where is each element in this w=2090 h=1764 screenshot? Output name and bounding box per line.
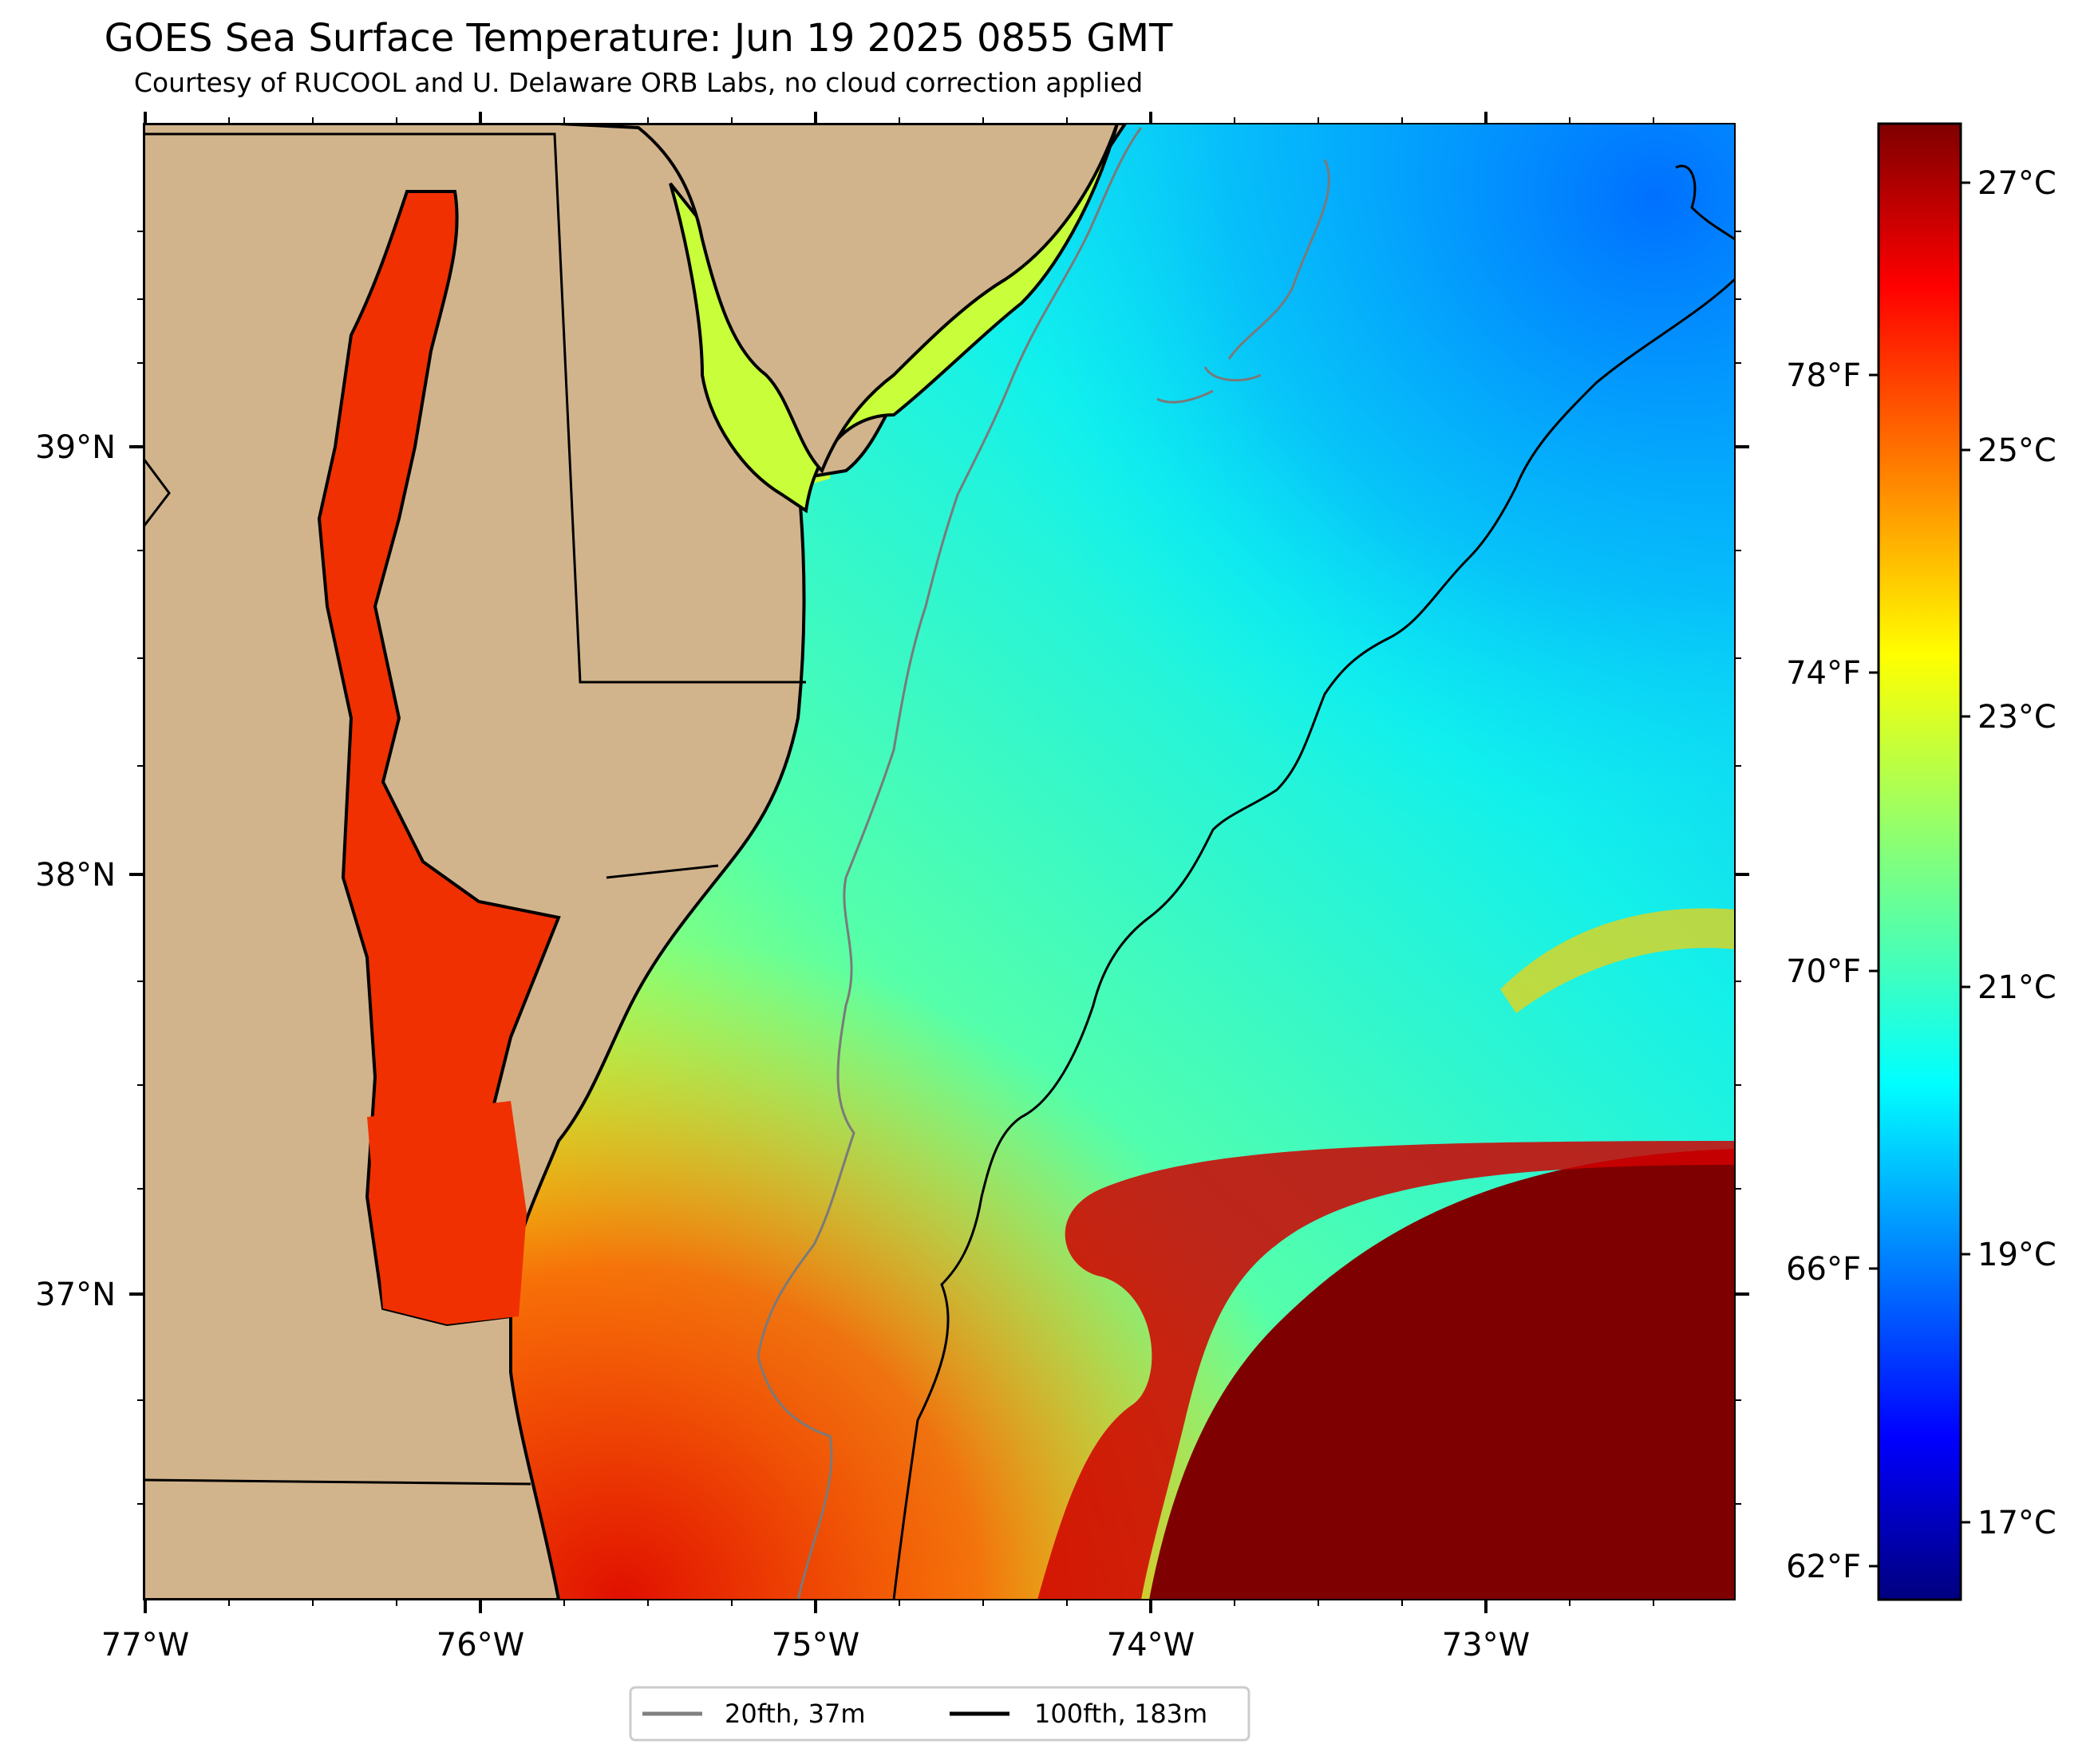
map-title: GOES Sea Surface Temperature: Jun 19 202… [104, 16, 1173, 61]
legend-label: 100fth, 183m [1034, 1699, 1207, 1729]
x-axis-ticks [144, 112, 1487, 1613]
y-tick-label: 39°N [35, 429, 116, 466]
y-axis-ticks [129, 445, 1749, 1296]
celsius-label: 25°C [1977, 432, 2056, 469]
map-frame [143, 123, 1736, 1600]
fahrenheit-label: 70°F [1786, 953, 1861, 990]
fahrenheit-label: 78°F [1786, 357, 1861, 394]
isobath-20fth [757, 127, 1143, 1600]
isobath-100fth-north [1675, 164, 1735, 241]
fahrenheit-ticks [1869, 373, 1879, 1568]
y-tick-label: 37°N [35, 1277, 116, 1313]
y-axis-minor-ticks [137, 231, 1741, 1505]
x-tick-label: 74°W [1107, 1627, 1195, 1663]
y-tick-label: 38°N [35, 857, 116, 894]
x-tick-label: 75°W [772, 1627, 859, 1663]
fahrenheit-label: 74°F [1786, 655, 1861, 692]
isobath-100fth [892, 278, 1735, 1600]
gulf-stream-warm-water [1149, 1149, 1735, 1600]
isobath-20fth-shoals [1156, 159, 1330, 404]
fahrenheit-label: 62°F [1786, 1549, 1861, 1585]
warm-eddy-band [1500, 908, 1735, 1013]
land-new-jersey [558, 124, 1120, 474]
celsius-label: 17°C [1977, 1505, 2056, 1541]
celsius-ticks [1961, 181, 1970, 1524]
celsius-label: 23°C [1977, 699, 2056, 736]
x-axis-minor-ticks [228, 117, 1654, 1606]
x-tick-label: 76°W [437, 1627, 524, 1663]
state-boundaries [144, 132, 806, 1486]
legend-box [629, 1686, 1250, 1742]
x-tick-label: 73°W [1442, 1627, 1530, 1663]
celsius-label: 21°C [1977, 969, 2056, 1006]
map-subtitle: Courtesy of RUCOOL and U. Delaware ORB L… [133, 67, 1144, 98]
colorbar [1877, 122, 1962, 1601]
fahrenheit-label: 66°F [1786, 1251, 1861, 1288]
map-area [144, 124, 1735, 1600]
celsius-label: 27°C [1977, 165, 2056, 202]
x-tick-label: 77°W [101, 1627, 189, 1663]
gulf-stream-front [1037, 1141, 1735, 1600]
chesapeake-lower-water [367, 1101, 527, 1324]
celsius-label: 19°C [1977, 1237, 2056, 1273]
legend-label: 20fth, 37m [725, 1699, 865, 1729]
